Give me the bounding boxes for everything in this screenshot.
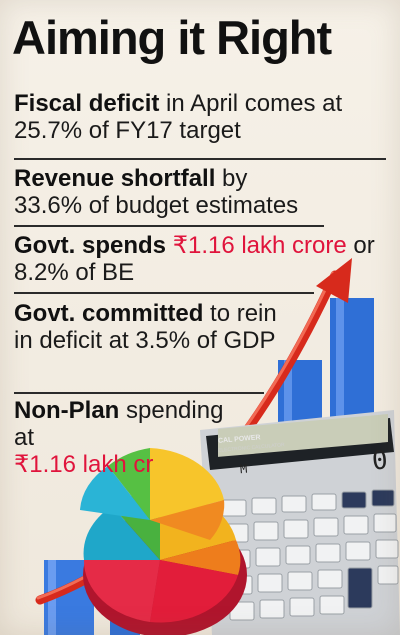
- point-fiscal-deficit: Fiscal deficit in April comes at 25.7% o…: [14, 90, 374, 144]
- point-bold: Non-Plan: [14, 397, 120, 424]
- pie-chart-graphic: [80, 448, 247, 635]
- point-highlight: ₹1.16 lakh cr: [14, 451, 154, 478]
- point-bold: Govt. committed: [14, 300, 204, 327]
- divider: [14, 392, 264, 394]
- divider: [14, 158, 386, 160]
- point-text: by 33.6% of budget estimates: [14, 165, 299, 219]
- point-bold: Govt. spends: [14, 232, 167, 259]
- calculator-mode: M: [239, 461, 248, 477]
- calculator-display: 0: [370, 445, 389, 477]
- page-title: Aiming it Right: [12, 11, 332, 64]
- point-text: spending at: [14, 397, 224, 451]
- point-govt-spends: Govt. spends ₹1.16 lakh crore or 8.2% of…: [14, 232, 394, 286]
- point-text: to rein in deficit at 3.5% of GDP: [14, 300, 277, 354]
- point-bold: Fiscal deficit: [14, 90, 160, 117]
- point-revenue-shortfall: Revenue shortfall by 33.6% of budget est…: [14, 165, 314, 219]
- point-non-plan: Non-Plan spending at ₹1.16 lakh cr: [14, 397, 244, 478]
- point-govt-committed: Govt. committed to rein in deficit at 3.…: [14, 300, 284, 354]
- point-highlight: ₹1.16 lakh crore: [172, 232, 347, 259]
- divider: [14, 225, 324, 227]
- point-text: in April comes at 25.7% of FY17 target: [14, 90, 343, 144]
- divider: [14, 292, 314, 294]
- point-bold: Revenue shortfall: [14, 165, 216, 192]
- point-text: or 8.2% of BE: [14, 232, 375, 286]
